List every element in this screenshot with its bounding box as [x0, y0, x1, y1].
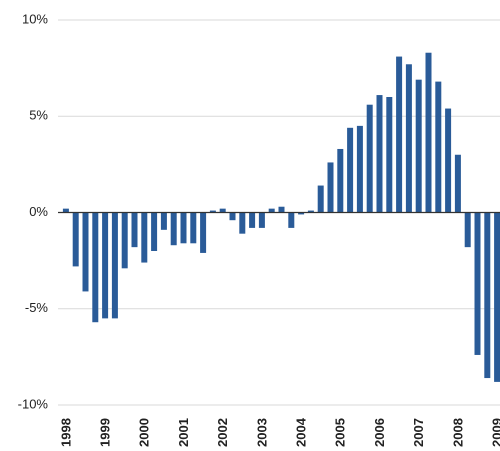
x-tick-label: 2000 [137, 418, 152, 447]
bar [239, 212, 246, 234]
x-tick-label: 2006 [372, 418, 387, 447]
bar [62, 208, 69, 213]
y-tick-label: 10% [22, 11, 48, 26]
bar [268, 208, 275, 213]
x-tick-label: 2001 [176, 418, 191, 447]
y-tick-label: -5% [25, 300, 49, 315]
bar [160, 212, 167, 230]
bar [170, 212, 177, 246]
bar [405, 64, 412, 213]
bar [337, 148, 344, 213]
bar [396, 56, 403, 213]
bar [474, 212, 481, 355]
y-tick-label: 5% [29, 108, 48, 123]
bar [347, 127, 354, 213]
y-tick-label: 0% [29, 204, 48, 219]
x-tick-label: 2007 [411, 418, 426, 447]
y-tick-label: -10% [18, 396, 49, 411]
bar [307, 210, 314, 213]
bar [356, 125, 363, 213]
x-tick-label: 1998 [58, 418, 73, 447]
bar [317, 185, 324, 213]
x-tick-label: 1999 [98, 418, 113, 447]
bar [366, 104, 373, 213]
bar [92, 212, 99, 323]
bar [121, 212, 128, 269]
bar [445, 108, 452, 213]
bar [180, 212, 187, 244]
x-tick-label: 2008 [450, 418, 465, 447]
bar [327, 162, 334, 213]
x-tick-label: 2002 [215, 418, 230, 447]
bar [386, 97, 393, 213]
bar [229, 212, 236, 221]
bar [494, 212, 500, 382]
bar [141, 212, 148, 263]
bar [464, 212, 471, 248]
bar [219, 208, 226, 213]
bar [298, 212, 305, 215]
bar [209, 210, 216, 213]
x-tick-label: 2009 [490, 418, 500, 447]
bar [102, 212, 109, 319]
bar [131, 212, 138, 248]
bar [72, 212, 79, 267]
bar [425, 52, 432, 213]
bar [435, 81, 442, 213]
bar [484, 212, 491, 379]
bar [288, 212, 295, 228]
bar [258, 212, 265, 228]
x-tick-label: 2004 [294, 417, 309, 447]
bar [454, 154, 461, 213]
bar [151, 212, 158, 251]
bar [82, 212, 89, 292]
bar [376, 95, 383, 213]
bar [249, 212, 256, 228]
x-tick-label: 2003 [254, 418, 269, 447]
bar [200, 212, 207, 253]
bar [111, 212, 118, 319]
bar [415, 79, 422, 213]
bar [278, 206, 285, 213]
bar [190, 212, 197, 244]
x-tick-label: 2005 [333, 418, 348, 447]
